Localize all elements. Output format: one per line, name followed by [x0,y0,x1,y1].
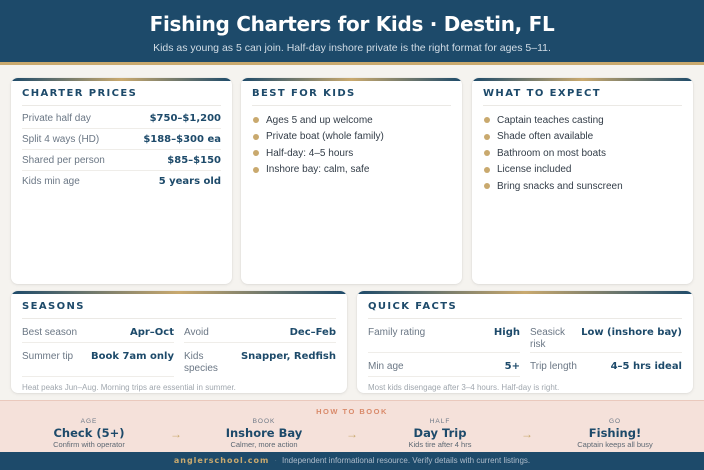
quick-facts-card: QUICK FACTS Family rating High Min age 5… [357,291,693,393]
bullet-dot-icon [484,183,490,190]
bullet-list: Ages 5 and up welcome Private boat (whol… [252,112,451,178]
charter-prices-card: CHARTER PRICES Private half day $750–$1,… [11,78,232,284]
price-value: $85–$150 [167,154,221,166]
card-title: QUICK FACTS [368,301,682,319]
price-label: Private half day [22,112,91,124]
bullet-dot-icon [253,133,259,140]
what-to-expect-card: WHAT TO EXPECT Captain teaches casting S… [472,78,693,284]
bullet-dot-icon [484,117,490,124]
page-header: Fishing Charters for Kids · Destin, FL K… [0,0,704,65]
bullet-dot-icon [484,150,490,157]
how-to-book-section: HOW TO BOOK AGE Check (5+) Confirm with … [0,400,704,452]
card-title: CHARTER PRICES [22,88,221,106]
price-label: Kids min age [22,176,80,187]
footer-brand-link[interactable]: anglerschool.com [173,456,270,465]
seasons-note: Heat peaks Jun–Aug. Morning trips are es… [22,383,236,392]
bullet-dot-icon [484,133,490,140]
best-for-kids-card: BEST FOR KIDS Ages 5 and up welcome Priv… [241,78,462,284]
footer-separator: · [274,456,277,465]
bullet-dot-icon [253,166,259,173]
footer-disclaimer: Independent informational resource. Veri… [282,456,531,465]
arrow-right-icon: → [346,427,358,441]
step-go-fishing: GO Fishing! Captain keeps all busy [577,418,653,449]
season-cell: Summer tip Book 7am only [22,343,174,377]
seasons-card: SEASONS Best season Apr–Oct Summer tip B… [11,291,347,393]
price-row: Kids min age 5 years old [22,171,221,192]
footer: anglerschool.com · Independent information… [0,452,704,470]
list-item: License included [483,162,682,179]
price-value: 5 years old [158,176,221,187]
list-item: Shade often available [483,129,682,146]
fact-cell: Seasick risk Low (inshore bay) [530,319,682,353]
step-age: AGE Check (5+) Confirm with operator [53,418,125,449]
price-row: Shared per person $85–$150 [22,150,221,171]
price-value: $188–$300 ea [143,133,221,145]
season-cell: Best season Apr–Oct [22,319,174,343]
page-subtitle: Kids as young as 5 can join. Half-day in… [153,42,551,54]
price-row: Split 4 ways (HD) $188–$300 ea [22,129,221,150]
price-label: Shared per person [22,154,105,166]
list-item: Bring snacks and sunscreen [483,178,682,195]
step-book: BOOK Inshore Bay Calmer, more action [225,418,303,449]
list-item: Captain teaches casting [483,112,682,129]
bullet-list: Captain teaches casting Shade often avai… [483,112,682,195]
how-to-book-title: HOW TO BOOK [316,407,388,416]
list-item: Private boat (whole family) [252,129,451,146]
list-item: Inshore bay: calm, safe [252,162,451,179]
card-title: BEST FOR KIDS [252,88,451,106]
price-value: $750–$1,200 [149,112,221,124]
fact-cell: Trip length 4–5 hrs ideal [530,361,682,372]
arrow-right-icon: → [521,427,533,441]
price-row: Private half day $750–$1,200 [22,108,221,129]
page-title: Fishing Charters for Kids · Destin, FL [149,12,555,36]
fact-cell: Min age 5+ [368,353,520,377]
bullet-dot-icon [253,117,259,124]
step-half-day: HALF Day Trip Kids tire after 4 hrs [408,418,472,449]
list-item: Bathroom on most boats [483,145,682,162]
bullet-dot-icon [484,166,490,173]
arrow-right-icon: → [170,427,182,441]
card-title: WHAT TO EXPECT [483,88,682,106]
price-label: Split 4 ways (HD) [22,133,100,145]
season-cell: Kids species Snapper, Redfish [184,351,336,374]
list-item: Half-day: 4–5 hours [252,145,451,162]
list-item: Ages 5 and up welcome [252,112,451,129]
season-cell: Avoid Dec–Feb [184,319,336,343]
card-title: SEASONS [22,301,336,319]
quick-facts-note: Most kids disengage after 3–4 hours. Hal… [368,383,560,392]
fact-cell: Family rating High [368,319,520,353]
bullet-dot-icon [253,150,259,157]
